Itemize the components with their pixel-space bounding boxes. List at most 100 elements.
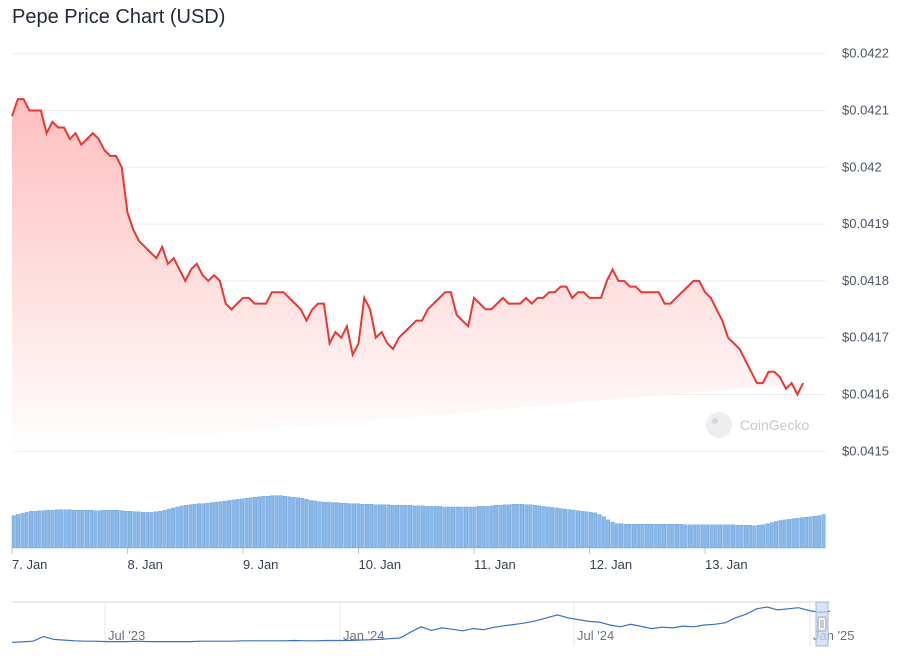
volume-bar xyxy=(666,524,671,549)
volume-bar xyxy=(799,517,804,549)
volume-bar xyxy=(537,505,542,549)
coingecko-watermark: CoinGecko xyxy=(706,412,809,438)
volume-bar xyxy=(787,519,791,549)
volume-bar xyxy=(106,510,111,549)
volume-bar xyxy=(623,524,628,549)
volume-bar xyxy=(67,509,72,549)
x-tick-label: 13. Jan xyxy=(705,557,748,572)
volume-bar xyxy=(29,511,33,549)
volume-bar xyxy=(498,505,503,549)
volume-bars xyxy=(11,495,826,549)
volume-bar xyxy=(636,524,641,549)
volume-bar xyxy=(696,524,701,549)
volume-bar xyxy=(102,510,107,549)
volume-bar xyxy=(93,510,98,549)
chart-title: Pepe Price Chart (USD) xyxy=(12,6,226,28)
volume-bar xyxy=(261,496,266,549)
volume-bar xyxy=(364,504,369,549)
volume-bar xyxy=(558,508,563,549)
volume-bar xyxy=(468,506,473,549)
volume-bar xyxy=(403,505,408,549)
volume-bar xyxy=(541,506,546,549)
volume-bar xyxy=(554,507,559,549)
volume-bar xyxy=(524,504,529,549)
volume-bar xyxy=(584,511,589,549)
volume-bar xyxy=(804,517,809,549)
volume-bar xyxy=(808,516,813,549)
volume-bar xyxy=(670,524,675,549)
watermark-text: CoinGecko xyxy=(740,417,809,433)
volume-bar xyxy=(145,512,150,549)
volume-bar xyxy=(653,524,658,549)
volume-bar xyxy=(812,515,817,549)
coingecko-logo-icon xyxy=(706,412,732,438)
volume-bar xyxy=(162,510,167,549)
volume-bar xyxy=(291,497,296,549)
volume-bar xyxy=(726,524,731,549)
volume-bar xyxy=(657,524,662,549)
volume-bar xyxy=(153,511,158,549)
volume-bar xyxy=(597,514,602,549)
volume-bar xyxy=(675,524,679,549)
volume-bar xyxy=(580,511,585,549)
navigator[interactable]: Jul '23 Jan '24 Jul '24 Jan '25 xyxy=(11,601,855,647)
volume-bar xyxy=(817,515,822,549)
volume-bar xyxy=(308,500,313,549)
volume-bar xyxy=(132,511,137,549)
volume-bar xyxy=(442,506,447,549)
volume-bar xyxy=(72,510,77,549)
volume-bar xyxy=(222,500,227,549)
volume-bar xyxy=(158,511,163,549)
volume-bar xyxy=(739,525,744,549)
volume-bar xyxy=(705,524,710,549)
volume-bar xyxy=(765,523,770,549)
volume-bar xyxy=(171,507,176,549)
volume-bar xyxy=(791,518,796,549)
volume-bar xyxy=(287,496,292,549)
volume-bar xyxy=(795,518,800,549)
volume-bar xyxy=(166,508,171,549)
volume-bar xyxy=(46,510,51,549)
x-tick-label: 12. Jan xyxy=(590,557,633,572)
volume-bar xyxy=(601,516,606,549)
volume-bar xyxy=(347,503,352,549)
volume-bar xyxy=(627,524,632,549)
volume-bar xyxy=(679,524,684,549)
volume-bar xyxy=(464,506,468,549)
volume-bar xyxy=(257,496,262,549)
volume-bar xyxy=(649,524,654,549)
volume-bar xyxy=(485,506,490,549)
y-tick-label: $0.0415 xyxy=(842,443,889,458)
volume-bar xyxy=(11,515,16,549)
volume-bar xyxy=(343,503,348,549)
volume-bar xyxy=(700,524,705,549)
volume-bar xyxy=(352,503,356,549)
volume-bar xyxy=(214,501,219,549)
volume-bar xyxy=(356,503,361,549)
y-tick-label: $0.0421 xyxy=(842,102,889,117)
volume-bar xyxy=(481,506,486,549)
volume-bar xyxy=(317,501,322,549)
volume-bar xyxy=(123,511,128,549)
navigator-handle-icon[interactable] xyxy=(817,616,827,632)
volume-bar xyxy=(76,510,81,549)
volume-bar xyxy=(184,505,188,549)
volume-bar xyxy=(24,512,29,549)
volume-bar xyxy=(451,506,456,549)
volume-bar xyxy=(722,524,727,549)
volume-bar xyxy=(399,505,404,549)
volume-bar xyxy=(296,497,300,549)
price-line xyxy=(11,98,805,397)
y-tick-label: $0.0419 xyxy=(842,216,889,231)
volume-bar xyxy=(265,496,270,549)
volume-bar xyxy=(550,507,555,549)
price-area-fill xyxy=(12,99,804,452)
volume-bar xyxy=(416,505,421,549)
volume-bar xyxy=(756,525,761,549)
volume-bar xyxy=(377,504,382,549)
volume-bar xyxy=(520,504,524,549)
y-tick-label: $0.0417 xyxy=(842,330,889,345)
volume-bar xyxy=(619,523,623,549)
y-tick-label: $0.042 xyxy=(842,159,882,174)
